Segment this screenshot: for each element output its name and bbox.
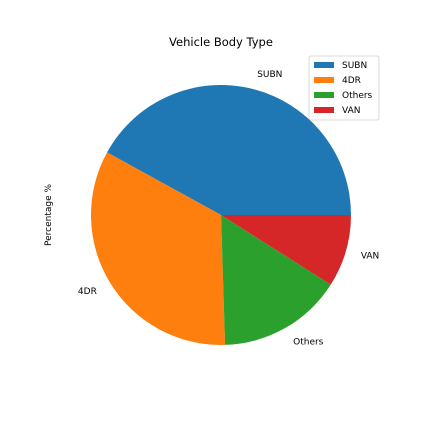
- legend-frame: [308, 55, 380, 121]
- pie-slices: [91, 85, 351, 345]
- pie-slice-van: [221, 215, 351, 285]
- legend-label-van: VAN: [342, 106, 360, 116]
- y-axis-label: Percentage %: [44, 184, 54, 246]
- slice-label-others: Others: [293, 337, 324, 347]
- pie-slice-4dr: [91, 152, 226, 345]
- legend-swatch-4dr: [314, 77, 334, 83]
- slice-label-subn: SUBN: [257, 70, 282, 80]
- legend-swatch-subn: [314, 62, 334, 68]
- legend: SUBN 4DR Others VAN: [308, 55, 380, 121]
- pie-slice-subn: [107, 85, 351, 215]
- slice-label-van: VAN: [361, 252, 379, 262]
- legend-entries: SUBN 4DR Others VAN: [314, 61, 373, 116]
- pie-slice-others: [221, 215, 331, 345]
- slice-label-4dr: 4DR: [78, 287, 97, 297]
- legend-label-4dr: 4DR: [342, 76, 361, 86]
- legend-swatch-others: [314, 92, 334, 98]
- chart-title: Vehicle Body Type: [169, 35, 273, 49]
- legend-label-others: Others: [342, 91, 373, 101]
- pie-slice-labels: SUBN 4DR Others VAN: [78, 70, 379, 347]
- legend-swatch-van: [314, 107, 334, 113]
- legend-label-subn: SUBN: [342, 61, 367, 71]
